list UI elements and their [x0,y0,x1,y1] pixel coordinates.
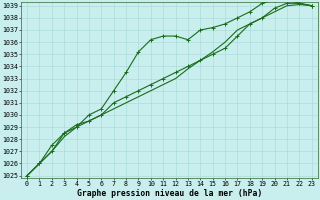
X-axis label: Graphe pression niveau de la mer (hPa): Graphe pression niveau de la mer (hPa) [77,189,262,198]
